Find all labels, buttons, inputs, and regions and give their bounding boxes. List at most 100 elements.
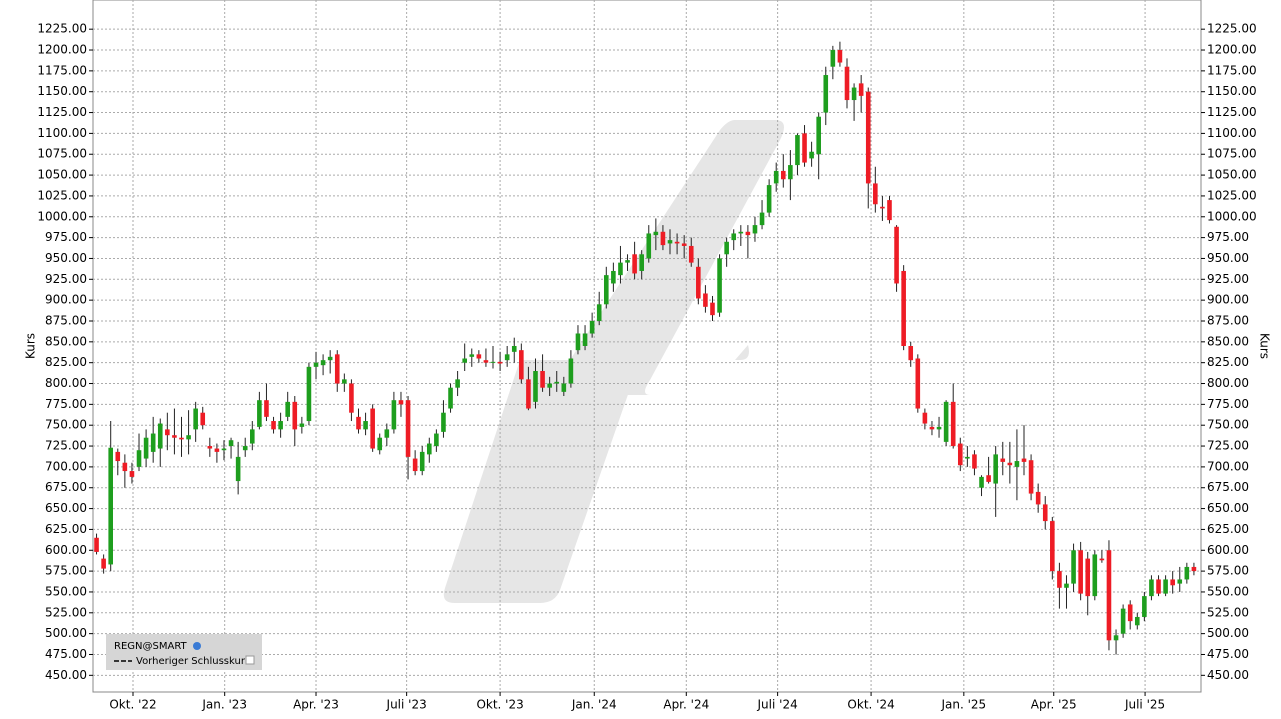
candle-body: [681, 243, 687, 246]
candle-body: [908, 346, 914, 361]
candle-body: [136, 450, 142, 467]
candle-body: [773, 170, 779, 184]
candle-body: [795, 135, 800, 166]
candle-body: [929, 426, 935, 430]
y-tick-label: 525.00: [1207, 605, 1249, 619]
candle-body: [271, 421, 276, 430]
candle-body: [667, 240, 673, 244]
candle-body: [207, 446, 213, 449]
candle-body: [1170, 579, 1175, 586]
candle-body: [915, 358, 921, 409]
legend: REGN@SMART Vorheriger Schlusskurs: [106, 634, 262, 670]
candle-body: [1149, 579, 1154, 597]
candle-body: [349, 383, 354, 413]
candle-body: [717, 258, 722, 313]
candle-body: [150, 433, 156, 452]
candle-body: [186, 435, 191, 440]
candle-body: [398, 400, 404, 405]
x-tick-label: Jan. '25: [940, 698, 986, 712]
y-tick-label: 625.00: [45, 522, 87, 536]
x-tick-label: Apr. '25: [1031, 698, 1077, 712]
y-tick-label: 525.00: [45, 605, 87, 619]
candle-body: [611, 270, 616, 284]
candle-body: [1191, 566, 1197, 572]
y-tick-label: 800.00: [45, 376, 87, 390]
candle-body: [434, 433, 439, 447]
candle-body: [1064, 583, 1069, 588]
x-tick-label: Jan. '23: [201, 698, 247, 712]
candle-body: [865, 91, 871, 184]
y-axis-title: Kurs: [1258, 333, 1272, 359]
y-tick-label: 550.00: [1207, 584, 1249, 598]
candle-body: [1177, 579, 1183, 584]
candle-body: [172, 435, 177, 438]
y-tick-label: 1175.00: [1207, 63, 1257, 77]
y-tick-label: 850.00: [1207, 334, 1249, 348]
y-tick-label: 1075.00: [37, 147, 87, 161]
candle-body: [646, 233, 652, 259]
candle-body: [214, 448, 220, 452]
candle-body: [561, 383, 567, 392]
candle-body: [405, 400, 411, 457]
candle-body: [1184, 566, 1190, 580]
candle-body: [894, 226, 899, 284]
y-tick-label: 750.00: [45, 418, 87, 432]
y-tick-label: 700.00: [1207, 459, 1249, 473]
y-tick-label: 900.00: [45, 293, 87, 307]
y-tick-label: 475.00: [1207, 647, 1249, 661]
candle-body: [858, 83, 864, 96]
candle-body: [568, 358, 574, 384]
candle-body: [618, 262, 623, 276]
candle-body: [391, 400, 397, 430]
y-tick-label: 975.00: [45, 230, 87, 244]
watermark: [550, 120, 784, 395]
y-tick-label: 1000.00: [1207, 209, 1257, 223]
y-tick-label: 850.00: [45, 334, 87, 348]
candle-body: [1007, 462, 1013, 466]
x-tick-label: Juli '24: [757, 698, 798, 712]
legend-box: [106, 634, 262, 670]
candle-body: [986, 475, 991, 482]
candle-body: [1042, 504, 1048, 522]
y-tick-label: 875.00: [45, 313, 87, 327]
candle-body: [533, 371, 538, 402]
x-tick-label: Okt. '23: [476, 698, 523, 712]
candle-body: [1028, 460, 1034, 494]
y-tick-label: 1150.00: [37, 84, 87, 98]
candle-body: [1078, 550, 1083, 594]
candle-body: [703, 293, 708, 307]
candle-body: [526, 379, 531, 409]
x-tick-label: Juli '23: [386, 698, 427, 712]
y-tick-label: 675.00: [45, 480, 87, 494]
candle-body: [1120, 608, 1126, 634]
y-tick-label: 800.00: [1207, 376, 1249, 390]
y-tick-label: 550.00: [45, 584, 87, 598]
candle-body: [363, 421, 368, 430]
y-tick-label: 900.00: [1207, 293, 1249, 307]
candle-body: [370, 408, 375, 449]
legend-label: Vorheriger Schlusskurs: [136, 656, 250, 667]
y-tick-label: 1125.00: [37, 105, 87, 119]
candle-body: [660, 231, 666, 246]
candle-body: [1134, 616, 1140, 626]
candle-body: [922, 412, 928, 424]
y-tick-label: 725.00: [1207, 439, 1249, 453]
candle-body: [1106, 550, 1112, 641]
candle-body: [1035, 491, 1041, 505]
candle-body: [419, 451, 425, 472]
candle-body: [278, 421, 283, 430]
y-tick-label: 1225.00: [37, 22, 87, 36]
candle-body: [731, 233, 737, 241]
candle-body: [1156, 579, 1161, 594]
candle-body: [377, 437, 383, 451]
candle-body: [242, 446, 248, 451]
legend-checkbox[interactable]: [245, 655, 255, 665]
candle-body: [582, 333, 588, 346]
candle-body: [143, 437, 149, 459]
candle-body: [653, 231, 659, 236]
y-tick-label: 950.00: [45, 251, 87, 265]
candle-body: [844, 66, 850, 101]
candle-body: [519, 350, 524, 380]
candle-body: [1142, 596, 1147, 617]
